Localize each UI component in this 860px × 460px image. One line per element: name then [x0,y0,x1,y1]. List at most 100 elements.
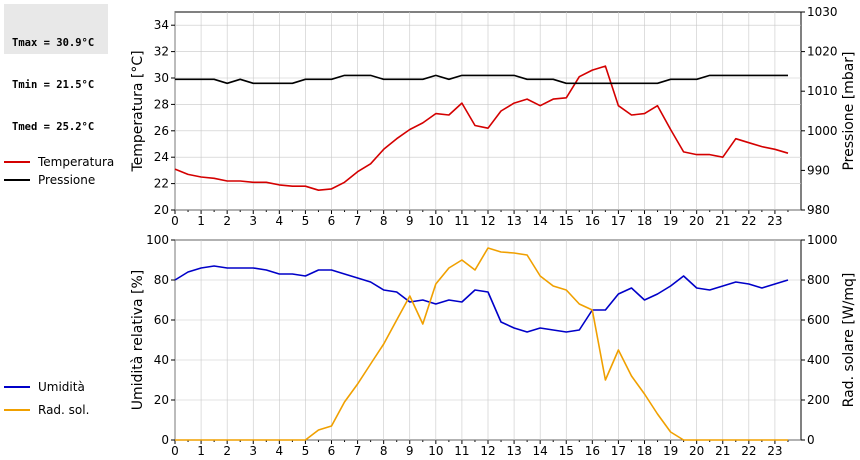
y-right-tick-label: 1010 [807,84,838,98]
x-tick-label: 11 [454,444,469,458]
y-right-tick-label: 800 [807,273,830,287]
y-left-tick-label: 40 [154,353,169,367]
x-tick-label: 18 [637,214,652,228]
legend-label: Pressione [38,173,96,187]
x-tick-label: 5 [302,444,310,458]
legend-item-pressione: Pressione [4,172,95,188]
legend-label: Rad. sol. [38,403,90,417]
x-tick-label: 2 [223,444,231,458]
x-tick-label: 13 [506,444,521,458]
chart-panel-2: 0 1 2 3 4 5 6 7 8 9 10 11 12 13 14 15 16 17 18 19 20 21 22 2302… [130,233,857,458]
x-tick-label: 8 [380,444,388,458]
x-tick-label: 12 [480,444,495,458]
x-tick-label: 17 [611,444,626,458]
x-tick-label: 2 [223,214,231,228]
x-tick-label: 1 [197,444,205,458]
x-tick-label: 10 [428,214,443,228]
x-tick-label: 14 [533,444,548,458]
legend-swatch [4,179,30,181]
x-tick-label: 22 [741,214,756,228]
x-tick-label: 7 [354,444,362,458]
y-right-tick-label: 600 [807,313,830,327]
y-right-tick-label: 400 [807,353,830,367]
y-left-tick-label: 20 [154,393,169,407]
y-right-tick-label: 1020 [807,45,838,59]
y-left-tick-label: 60 [154,313,169,327]
series-line-umidit [174,265,789,333]
y-right-tick-label: 0 [807,433,815,447]
x-tick-label: 3 [249,214,257,228]
x-tick-label: 4 [276,214,284,228]
x-tick-label: 14 [533,214,548,228]
x-tick-label: 21 [715,444,730,458]
x-tick-label: 15 [559,214,574,228]
x-tick-label: 22 [741,444,756,458]
x-tick-label: 6 [328,214,336,228]
x-tick-label: 20 [689,214,704,228]
y-left-tick-label: 20 [154,203,169,217]
y-left-tick-label: 34 [154,18,169,32]
y-right-tick-label: 200 [807,393,830,407]
legend-item-radsol: Rad. sol. [4,402,89,418]
x-tick-label: 16 [585,444,600,458]
x-tick-label: 10 [428,444,443,458]
x-tick-label: 1 [197,214,205,228]
y-left-axis-label: Temperatura [°C] [130,50,146,172]
x-tick-label: 5 [302,214,310,228]
series-line-pressione [175,74,788,85]
x-tick-label: 15 [559,444,574,458]
stat-line: Tmed = 25.2°C [12,121,95,133]
x-tick-label: 4 [276,444,284,458]
stat-line: Tmax = 30.9°C [12,37,95,49]
series-line-rad-sol [175,247,788,441]
y-right-tick-label: 1000 [807,124,838,138]
x-tick-label: 6 [328,444,336,458]
x-tick-label: 13 [506,214,521,228]
y-left-tick-label: 22 [154,177,169,191]
x-tick-label: 23 [767,214,782,228]
y-right-axis-label: Pressione [mbar] [841,51,857,170]
y-left-tick-label: 28 [154,97,169,111]
chart-panel-1: 0 1 2 3 4 5 6 7 8 9 10 11 12 13 14 15 16 17 18 19 20 21 22 2320… [130,5,857,228]
stats-box: Tmax = 30.9°C Tmin = 21.5°C Tmed = 25.2°… [4,4,108,133]
y-left-tick-label: 24 [154,150,169,164]
x-tick-label: 0 [171,444,179,458]
y-left-tick-label: 30 [154,71,169,85]
stat-line: Tmin = 21.5°C [12,79,95,91]
x-tick-label: 12 [480,214,495,228]
x-tick-label: 3 [249,444,257,458]
legend-item-umidita: Umidità [4,379,85,395]
x-tick-label: 7 [354,214,362,228]
y-right-tick-label: 980 [807,203,830,217]
x-tick-label: 21 [715,214,730,228]
x-tick-label: 8 [380,214,388,228]
series-line-temperatura [174,65,789,191]
y-left-tick-label: 32 [154,45,169,59]
x-tick-label: 19 [663,444,678,458]
x-tick-label: 11 [454,214,469,228]
x-tick-label: 9 [406,214,414,228]
x-tick-label: 16 [585,214,600,228]
y-right-tick-label: 1030 [807,5,838,19]
y-left-tick-label: 80 [154,273,169,287]
x-tick-label: 0 [171,214,179,228]
y-right-tick-label: 990 [807,163,830,177]
legend-swatch [4,409,30,411]
x-tick-label: 9 [406,444,414,458]
x-tick-label: 20 [689,444,704,458]
y-right-axis-label: Rad. solare [W/mq] [841,273,857,408]
legend-item-temperatura: Temperatura [4,154,114,170]
x-tick-label: 23 [767,444,782,458]
y-left-tick-label: 100 [146,233,169,247]
y-left-axis-label: Umidità relativa [%] [130,270,146,411]
legend-label: Umidità [38,380,85,394]
y-left-tick-label: 0 [161,433,169,447]
y-right-tick-label: 1000 [807,233,838,247]
x-tick-label: 19 [663,214,678,228]
legend-swatch [4,161,30,163]
legend-label: Temperatura [38,155,115,169]
legend-swatch [4,386,30,388]
x-tick-label: 17 [611,214,626,228]
x-tick-label: 18 [637,444,652,458]
